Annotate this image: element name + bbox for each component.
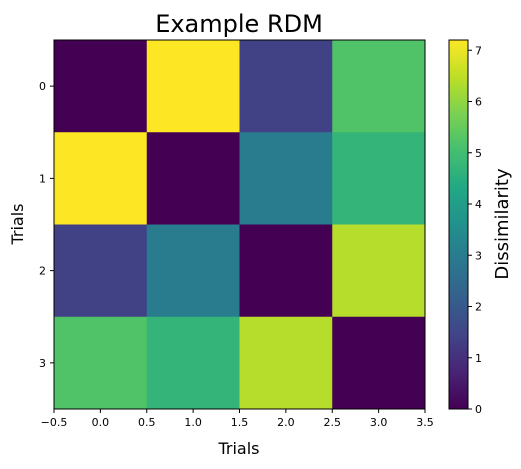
x-tick-label: −0.5: [41, 416, 68, 429]
x-tick-label: 1.5: [231, 416, 249, 429]
heatmap-cells: [54, 40, 426, 410]
heatmap-cell-0-1: [146, 40, 240, 133]
heatmap-cell-1-2: [239, 132, 333, 225]
x-axis-ticks: −0.5 0.0 0.5 1.0 1.5 2.0 2.5 3.0 3.5: [41, 409, 434, 429]
heatmap-cell-2-2: [239, 224, 333, 318]
y-axis-ticks: 0 1 2 3: [39, 80, 54, 370]
y-tick-label: 3: [39, 357, 46, 370]
chart-title: Example RDM: [155, 10, 323, 38]
heatmap-cell-1-3: [332, 132, 426, 225]
y-tick-label: 1: [39, 172, 46, 185]
colorbar-tick-label: 5: [475, 147, 482, 160]
heatmap-cell-3-2: [239, 316, 333, 410]
x-tick-label: 0.0: [92, 416, 110, 429]
heatmap-cell-3-0: [54, 316, 148, 410]
colorbar: [448, 39, 469, 410]
x-tick-label: 1.0: [184, 416, 202, 429]
heatmap-cell-0-0: [54, 40, 148, 133]
heatmap-cell-1-0: [54, 132, 148, 225]
heatmap-cell-1-1: [146, 132, 240, 225]
colorbar-tick-label: 1: [475, 352, 482, 365]
x-axis-title: Trials: [217, 439, 259, 458]
heatmap-cell-3-1: [146, 316, 240, 410]
heatmap-cell-0-2: [239, 40, 333, 133]
x-tick-label: 2.0: [277, 416, 295, 429]
colorbar-ticks: 0 1 2 3 4 5 6 7: [468, 44, 482, 416]
x-tick-label: 0.5: [138, 416, 156, 429]
colorbar-title: Dissimilarity: [492, 168, 513, 280]
heatmap-cell-0-3: [332, 40, 426, 133]
heatmap-cell-2-1: [146, 224, 240, 318]
colorbar-tick-label: 4: [475, 198, 482, 211]
heatmap-cell-2-0: [54, 224, 148, 318]
heatmap-cell-2-3: [332, 224, 426, 318]
colorbar-tick-label: 7: [475, 44, 482, 57]
x-tick-label: 2.5: [324, 416, 342, 429]
colorbar-tick-label: 3: [475, 249, 482, 262]
y-tick-label: 2: [39, 265, 46, 278]
colorbar-tick-label: 0: [475, 403, 482, 416]
x-tick-label: 3.0: [370, 416, 388, 429]
colorbar-tick-label: 6: [475, 96, 482, 109]
y-axis-title: Trials: [8, 203, 27, 245]
y-tick-label: 0: [39, 80, 46, 93]
colorbar-tick-label: 2: [475, 301, 482, 314]
heatmap-cell-3-3: [332, 316, 426, 410]
x-tick-label: 3.5: [416, 416, 434, 429]
